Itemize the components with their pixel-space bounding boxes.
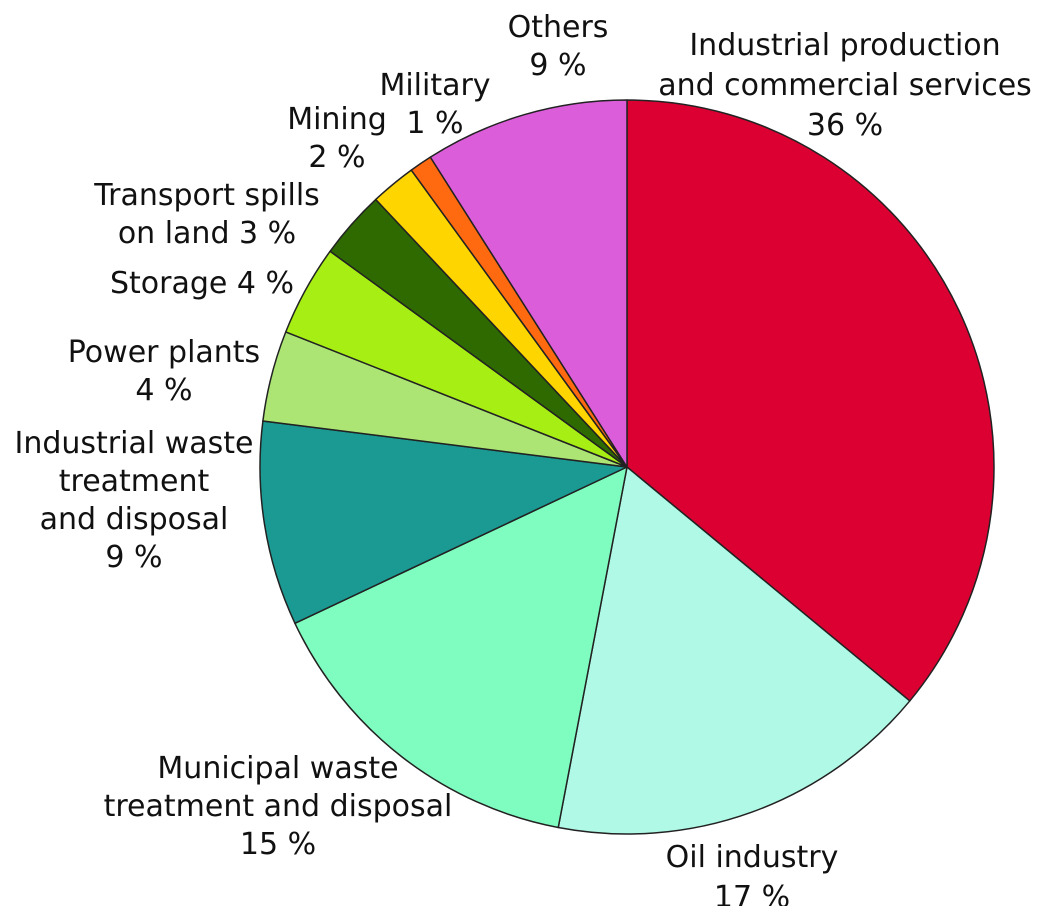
label-line: treatment and disposal [104, 789, 453, 824]
label-industrial-waste: Industrial waste treatment and disposal 9 % [14, 426, 253, 575]
label-line: Mining [287, 102, 387, 137]
label-line: Municipal waste [157, 751, 398, 786]
label-storage: Storage 4 % [110, 266, 294, 301]
slice-industrial-production [626, 99, 995, 702]
label-industrial-production: Industrial production and commercial serv… [658, 28, 1032, 143]
label-line: 36 % [807, 108, 883, 143]
slice-industrial-waste [259, 420, 628, 625]
label-municipal-waste: Municipal waste treatment and disposal 15 … [104, 751, 453, 862]
label-line: Transport spills [93, 178, 320, 213]
label-line: Others [508, 10, 609, 45]
label-line: 2 % [308, 140, 365, 175]
label-line: Power plants [68, 335, 260, 370]
label-line: 9 % [105, 540, 162, 575]
label-transport-spills: Transport spills on land 3 % [93, 178, 320, 251]
label-military: Military 1 % [379, 68, 490, 141]
label-line: Oil industry [666, 840, 839, 875]
label-others: Others 9 % [508, 10, 609, 83]
label-line: 9 % [529, 48, 586, 83]
slice-labels: Industrial production and commercial serv… [14, 10, 1031, 906]
label-oil-industry: Oil industry 17 % [666, 840, 839, 906]
label-line: Military [379, 68, 490, 103]
slice-municipal-waste [294, 466, 628, 829]
slice-oil-industry [557, 466, 911, 835]
label-power-plants: Power plants 4 % [68, 335, 260, 408]
label-line: 15 % [240, 827, 316, 862]
label-line: Industrial waste [14, 426, 253, 461]
label-line: and commercial services [658, 68, 1032, 103]
slice-others [429, 99, 628, 468]
label-line: 17 % [714, 880, 790, 906]
label-line: and disposal [40, 502, 229, 537]
label-line: treatment [59, 464, 210, 499]
label-line: 4 % [135, 373, 192, 408]
label-line: Storage 4 % [110, 266, 294, 301]
label-line: Industrial production [689, 28, 1000, 63]
label-line: on land 3 % [118, 216, 296, 251]
label-line: 1 % [406, 106, 463, 141]
label-mining: Mining 2 % [287, 102, 387, 175]
pie-slices [259, 99, 995, 835]
